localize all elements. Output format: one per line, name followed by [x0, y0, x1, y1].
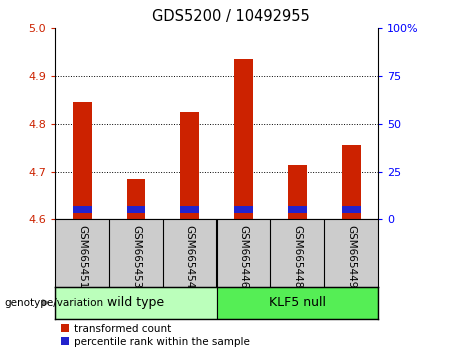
Bar	[73, 206, 92, 213]
Bar	[180, 206, 199, 213]
Text: GSM665446: GSM665446	[238, 225, 248, 288]
Text: GDS5200 / 10492955: GDS5200 / 10492955	[152, 9, 309, 24]
Bar	[234, 59, 253, 219]
Text: KLF5 null: KLF5 null	[269, 296, 326, 309]
Legend: transformed count, percentile rank within the sample: transformed count, percentile rank withi…	[60, 324, 250, 347]
Bar	[234, 206, 253, 213]
Text: GSM665454: GSM665454	[185, 225, 195, 288]
Bar	[55, 287, 217, 319]
Bar	[288, 206, 307, 213]
Bar	[288, 165, 307, 219]
Bar	[342, 145, 361, 219]
Text: wild type: wild type	[107, 296, 165, 309]
Bar	[73, 102, 92, 219]
Text: GSM665453: GSM665453	[131, 225, 141, 288]
Text: GSM665448: GSM665448	[292, 225, 302, 288]
Bar	[342, 206, 361, 213]
Bar	[127, 206, 145, 213]
Text: GSM665451: GSM665451	[77, 225, 87, 288]
Text: genotype/variation: genotype/variation	[5, 298, 104, 308]
Bar	[127, 179, 145, 219]
Bar	[217, 287, 378, 319]
Bar	[180, 112, 199, 219]
Text: GSM665449: GSM665449	[346, 225, 356, 288]
